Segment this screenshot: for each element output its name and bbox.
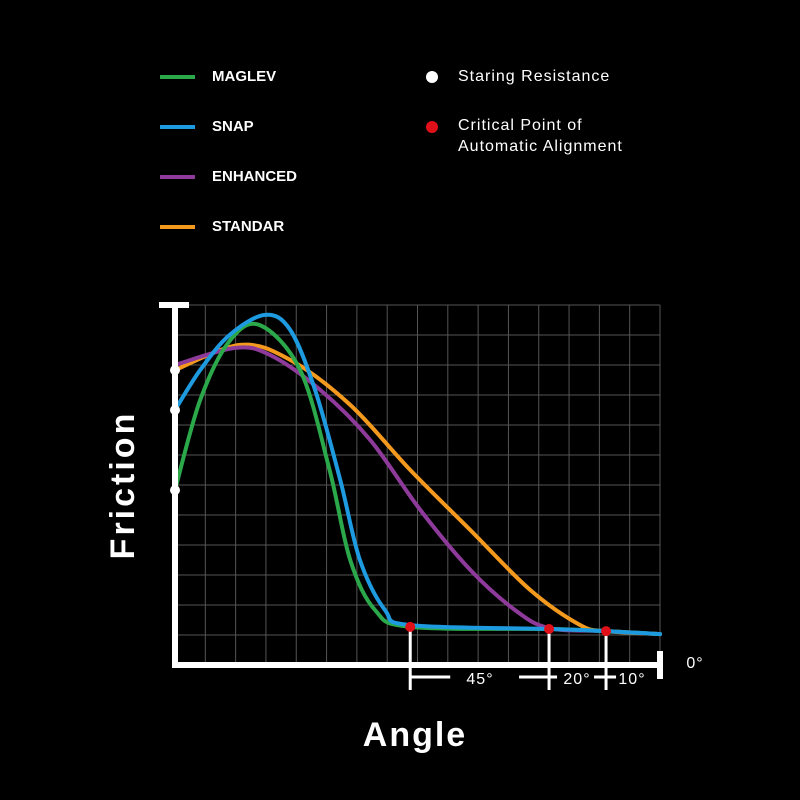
y-axis-label: Friction: [104, 411, 142, 560]
angle-label: 0°: [686, 655, 703, 672]
legend-label: STANDAR: [212, 218, 284, 235]
legend-label: Staring Resistance: [458, 68, 610, 85]
critical-point: [544, 624, 555, 634]
starting-point: [170, 485, 180, 496]
legend-label: SNAP: [212, 118, 254, 135]
critical-point: [601, 626, 612, 637]
angle-label: 10°: [618, 671, 645, 688]
angle-label: 45°: [466, 671, 493, 688]
legend-label: Automatic Alignment: [458, 138, 623, 155]
x-axis-label: Angle: [363, 716, 467, 754]
angle-label: 20°: [563, 671, 590, 688]
legend-marker: [426, 71, 438, 83]
legend-label: Critical Point of: [458, 117, 583, 134]
legend-label: MAGLEV: [212, 68, 276, 85]
starting-point: [170, 405, 180, 415]
starting-point: [170, 365, 180, 376]
critical-point: [405, 621, 416, 632]
legend-label: ENHANCED: [212, 168, 297, 185]
legend-marker: [426, 121, 438, 133]
